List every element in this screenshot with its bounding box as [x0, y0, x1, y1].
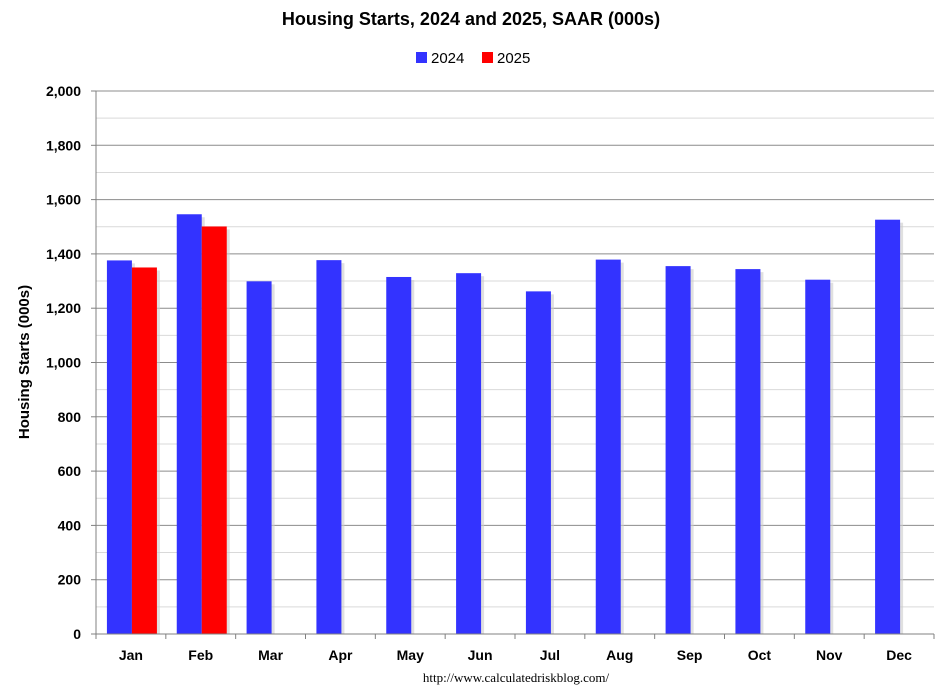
bar-2024-mar: [246, 281, 272, 634]
grid-lines: [96, 90, 934, 608]
x-tick-label: Sep: [677, 647, 703, 663]
bar-2024-dec: [875, 219, 901, 635]
bar-2024-sep: [665, 266, 691, 634]
y-tick-label: 2,000: [46, 83, 81, 99]
tick-labels: 0 200 400 600 800 1,000 1,200 1,400 1,600 1,800 2,…: [46, 83, 912, 663]
y-tick-label: 1,200: [46, 300, 81, 316]
axes: [91, 90, 935, 639]
y-tick-label: 1,400: [46, 246, 81, 262]
bar-2024-nov: [805, 279, 831, 634]
x-tick-label: Apr: [328, 647, 353, 663]
y-tick-label: 600: [58, 463, 82, 479]
x-tick-label: Oct: [748, 647, 772, 663]
y-tick-label: 200: [58, 572, 82, 588]
source-url: http://www.calculatedriskblog.com/: [423, 670, 610, 685]
x-tick-label: Dec: [886, 647, 912, 663]
bars: [106, 214, 904, 635]
y-tick-label: 1,000: [46, 355, 81, 371]
x-tick-label: Feb: [188, 647, 213, 663]
legend-label-2024: 2024: [431, 50, 464, 67]
x-tick-label: Jan: [119, 647, 143, 663]
bar-2025-jan: [131, 267, 157, 634]
y-tick-label: 1,800: [46, 137, 81, 153]
y-tick-label: 1,600: [46, 192, 81, 208]
y-tick-label: 400: [58, 517, 82, 533]
bar-2024-jul: [525, 291, 551, 634]
x-tick-label: Mar: [258, 647, 283, 663]
x-tick-label: Jun: [468, 647, 493, 663]
x-tick-label: May: [397, 647, 424, 663]
bar-2025-feb: [201, 226, 227, 634]
legend-label-2025: 2025: [497, 50, 530, 67]
x-tick-label: Nov: [816, 647, 843, 663]
bar-2024-may: [386, 276, 412, 634]
bar-2024-aug: [595, 259, 621, 634]
legend-swatch-2024: [416, 52, 427, 63]
x-tick-label: Aug: [606, 647, 633, 663]
bar-2024-jan: [106, 260, 132, 634]
bar-2024-feb: [176, 214, 202, 635]
y-axis-label: Housing Starts (000s): [16, 285, 33, 439]
bar-2024-oct: [735, 269, 761, 634]
y-tick-label: 0: [73, 626, 81, 642]
legend: 2024 2025: [416, 50, 530, 67]
legend-swatch-2025: [482, 52, 493, 63]
x-tick-label: Jul: [540, 647, 560, 663]
chart-title: Housing Starts, 2024 and 2025, SAAR (000…: [282, 9, 660, 29]
y-tick-label: 800: [58, 409, 82, 425]
bar-2024-apr: [316, 260, 342, 634]
bar-2024-jun: [456, 273, 482, 634]
